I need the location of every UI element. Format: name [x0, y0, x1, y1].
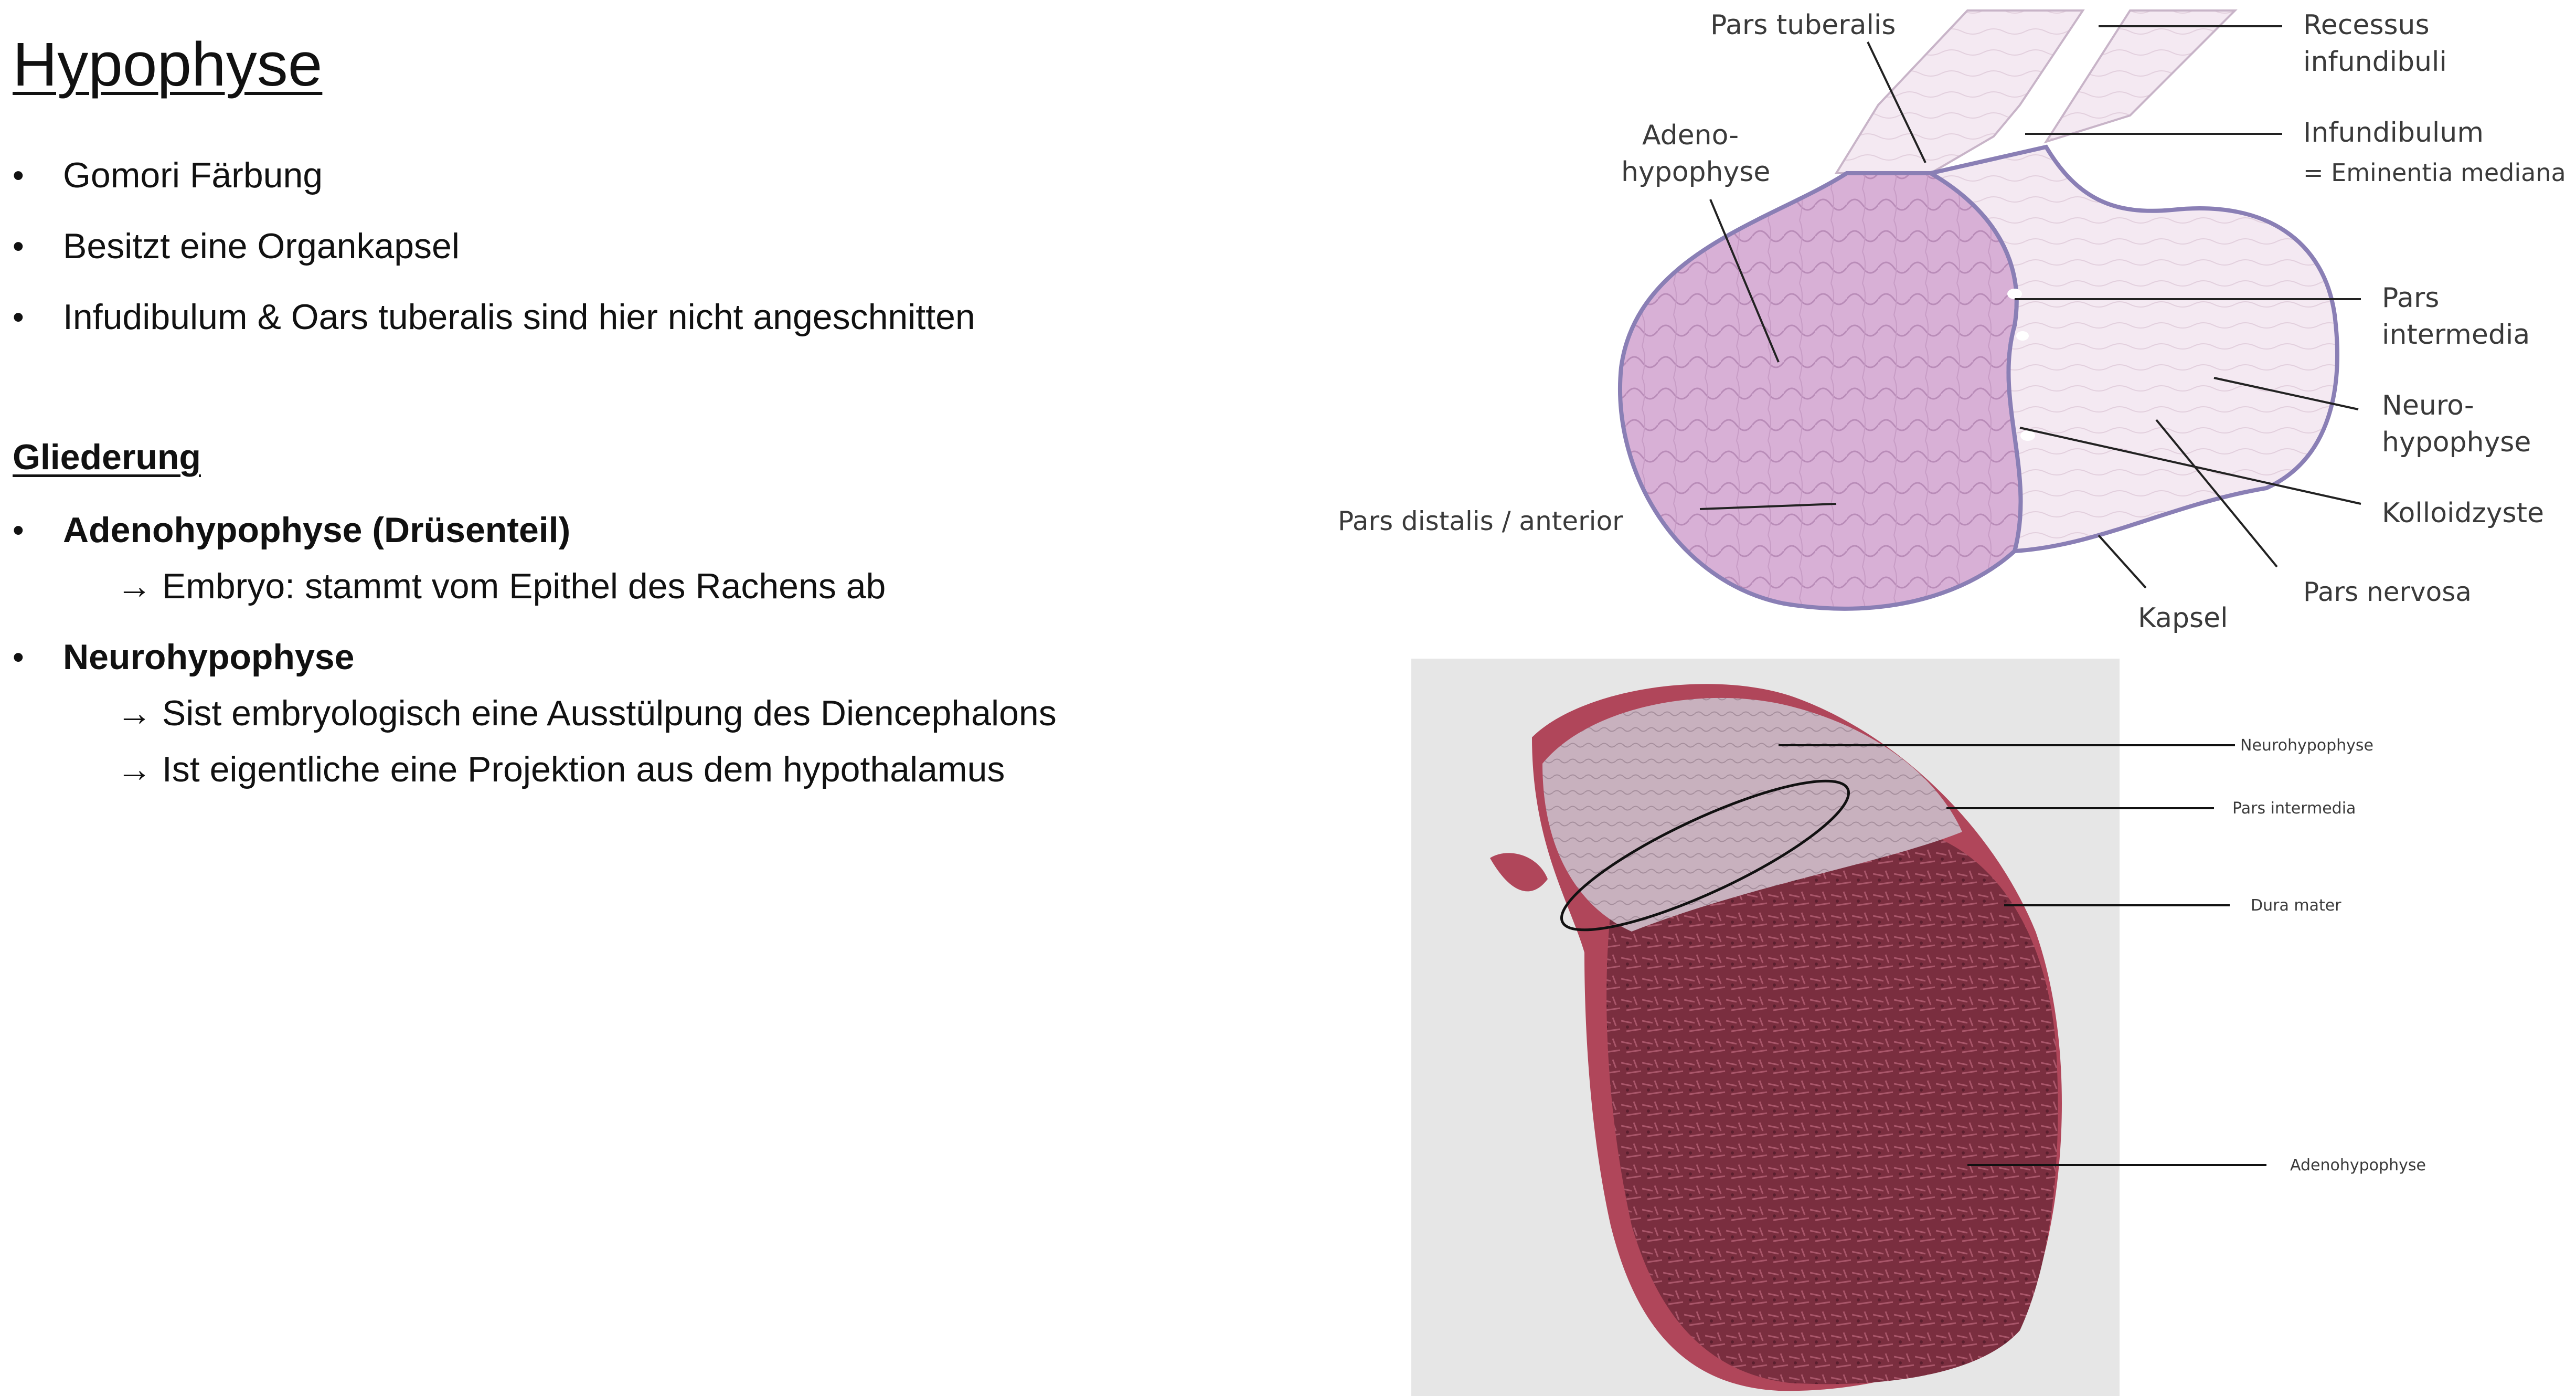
recessus-branch [2043, 9, 2238, 144]
label-pars-tuberalis: Pars tuberalis [1710, 9, 1896, 41]
label-neuro: Neuro- [2382, 390, 2474, 421]
infundibulum-stalk [1834, 9, 2085, 174]
gliederung-label: Adenohypophyse (Drüsenteil) [63, 510, 571, 550]
hypophysis-diagram: Pars tuberalis Recessus infundibuli Aden… [1338, 9, 2566, 634]
gliederung-label: Neurohypophyse [63, 637, 355, 677]
label-intermedia: intermedia [2382, 319, 2530, 351]
label-pars-distalis: Pars distalis / anterior [1338, 506, 1623, 536]
bullet-text: Besitzt eine Organkapsel [63, 226, 460, 266]
neurohypophysis-region [1925, 144, 2339, 554]
bullet-dot-icon: • [13, 639, 24, 675]
slide-title: Hypophyse [13, 30, 323, 99]
bullet-text: Gomori Färbung [63, 155, 323, 195]
label-kapsel: Kapsel [2138, 602, 2228, 634]
colloid-cyst [2016, 331, 2029, 341]
label-micro-dura-mater: Dura mater [2251, 896, 2341, 915]
label-adeno-hypophyse: hypophyse [1621, 156, 1770, 188]
label-pars-nervosa: Pars nervosa [2303, 577, 2472, 607]
adenohypophysis-tissue [1606, 830, 2058, 1384]
hypophysis-micrograph: Neurohypophyse Pars intermedia Dura mate… [1411, 659, 2426, 1396]
bullet-dot-icon: • [13, 228, 24, 265]
bullet-dot-icon: • [13, 299, 24, 335]
label-neuro-hypophyse: hypophyse [2382, 427, 2531, 458]
tissue-fragment [1490, 853, 1548, 892]
label-kolloidzyste: Kolloidzyste [2382, 498, 2544, 529]
label-infundibulum: Infundibulum [2303, 117, 2484, 149]
gliederung-sub-item: → Ist eigentliche eine Projektion aus de… [116, 749, 1005, 789]
label-pars-intermedia: Pars [2382, 282, 2439, 314]
label-recessus: Recessus [2303, 9, 2430, 41]
pars-intermedia-outline [1560, 779, 1850, 932]
bullet-text: Infudibulum & Oars tuberalis sind hier n… [63, 297, 975, 337]
label-micro-pars-intermedia: Pars intermedia [2232, 799, 2356, 818]
gliederung-sub-item: → Sist embryologisch eine Ausstülpung de… [116, 693, 1057, 733]
section-heading: Gliederung [13, 437, 201, 477]
bullet-dot-icon: • [13, 157, 24, 194]
label-infundibuli: infundibuli [2303, 46, 2447, 78]
label-adeno: Adeno- [1642, 120, 1739, 151]
adenohypophysis-region [1618, 171, 2023, 611]
bullet-dot-icon: • [13, 512, 24, 548]
label-eminentia: = Eminentia mediana [2303, 158, 2566, 187]
neurohypophysis-tissue [1542, 697, 1962, 932]
label-micro-adenohypophyse: Adenohypophyse [2290, 1156, 2426, 1175]
gliederung-sub-item: → Embryo: stammt vom Epithel des Rachens… [116, 566, 886, 606]
colloid-cyst [2020, 430, 2035, 441]
colloid-cyst [2007, 289, 2022, 299]
label-micro-neurohypophyse: Neurohypophyse [2240, 736, 2373, 755]
